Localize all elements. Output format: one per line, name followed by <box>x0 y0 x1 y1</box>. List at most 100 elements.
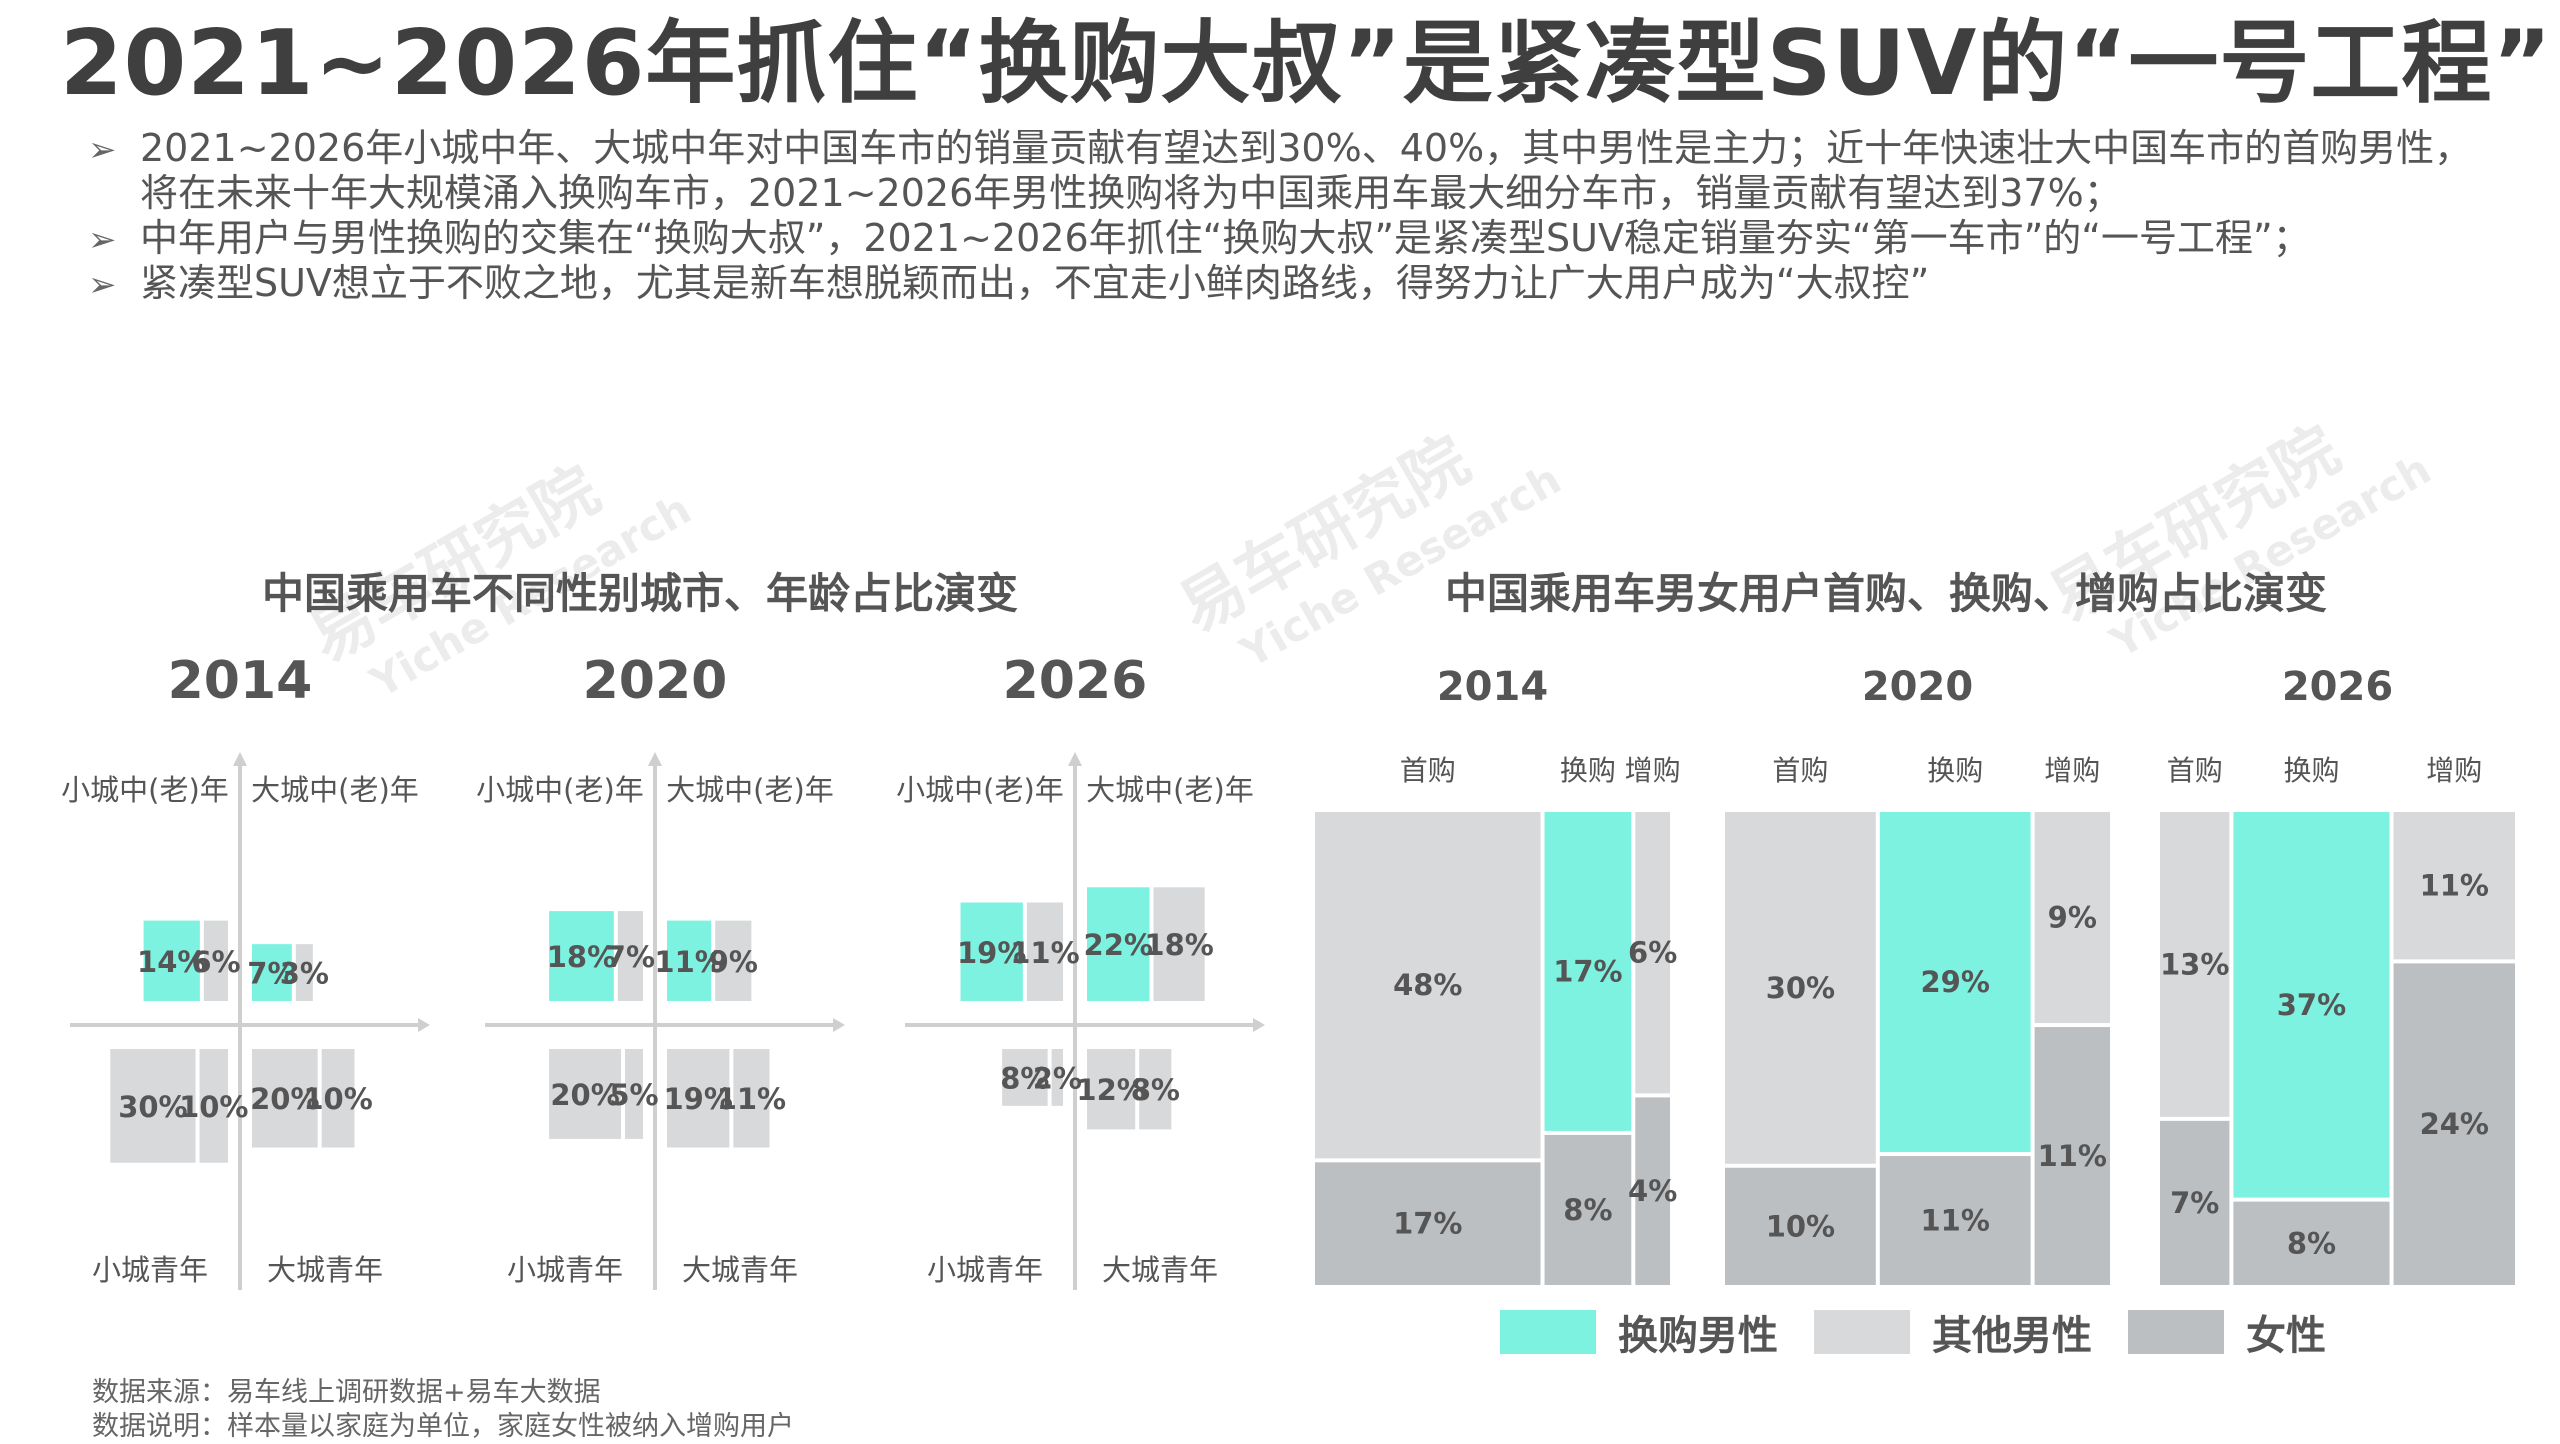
mekko-segment <box>1544 1134 1632 1285</box>
category-label: 增购 <box>2044 754 2100 787</box>
category-label: 增购 <box>2426 754 2482 787</box>
category-label: 首购 <box>1772 754 1828 787</box>
data-label: 9% <box>709 945 758 979</box>
bar-segment <box>1153 887 1205 1001</box>
mekko-segment <box>2160 1120 2230 1285</box>
data-label: 7% <box>2170 1186 2219 1220</box>
data-label: 20% <box>250 1082 319 1116</box>
bullet-item: ➢ 中年用户与男性换购的交集在“换购大叔”，2021~2026年抓住“换购大叔”… <box>88 216 2508 261</box>
data-label: 29% <box>1920 965 1989 999</box>
bullet-item: ➢ 紧凑型SUV想立于不败之地，尤其是新车想脱颖而出，不宜走小鲜肉路线，得努力让… <box>88 261 2508 306</box>
data-label: 11% <box>717 1082 786 1116</box>
data-label: 22% <box>1084 928 1153 962</box>
data-label: 11% <box>1010 936 1079 970</box>
data-label: 5% <box>609 1078 658 1112</box>
data-label: 3% <box>280 957 329 991</box>
x-axis-arrow-icon <box>418 1018 430 1032</box>
data-label: 9% <box>2048 901 2097 935</box>
legend-label: 其他男性 <box>1932 1313 2092 1359</box>
category-label: 首购 <box>2167 754 2223 787</box>
data-label: 7% <box>606 940 655 974</box>
bar-segment <box>549 911 614 1001</box>
legend-label: 女性 <box>2246 1313 2326 1359</box>
data-label: 8% <box>1000 1061 1049 1095</box>
mekko-segment <box>1879 1156 2031 1285</box>
mekko-segment <box>1879 812 2031 1153</box>
right-chart-title: 中国乘用车男女用户首购、换购、增购占比演变 <box>1445 569 2328 618</box>
bar-segment <box>203 920 228 1001</box>
page-title: 2021~2026年抓住“换购大叔”是紧凑型SUV的“一号工程” <box>60 11 2553 116</box>
legend-item: 其他男性 <box>1814 1303 2092 1361</box>
bar-segment <box>143 920 200 1001</box>
mekko-segment <box>1725 1167 1876 1285</box>
data-label: 10% <box>303 1082 372 1116</box>
mekko-segment <box>2160 812 2230 1117</box>
data-label: 10% <box>179 1090 248 1124</box>
data-label: 11% <box>1920 1204 1989 1238</box>
legend-swatch-other-male <box>1814 1310 1910 1354</box>
quadrant-label: 大城中(老)年 <box>251 773 419 807</box>
data-label: 30% <box>118 1090 187 1124</box>
bar-segment <box>667 1049 730 1148</box>
bar-segment <box>667 920 712 1001</box>
quadrant-label: 大城中(老)年 <box>666 773 834 807</box>
bar-segment <box>733 1049 770 1148</box>
data-label: 13% <box>2160 947 2229 981</box>
arrow-bullet-icon: ➢ <box>88 265 117 305</box>
legend-swatch-female <box>2128 1310 2224 1354</box>
bar-segment <box>617 911 643 1001</box>
bar-segment <box>1139 1049 1172 1130</box>
data-source-note: 数据来源：易车线上调研数据+易车大数据 <box>92 1377 601 1408</box>
year-label: 2026 <box>2282 664 2393 710</box>
mekko-segment <box>2393 963 2515 1285</box>
mekko-segment <box>1315 812 1541 1159</box>
data-label: 8% <box>2287 1226 2336 1260</box>
data-label: 11% <box>2038 1139 2107 1173</box>
year-label: 2020 <box>583 651 728 711</box>
bar-segment <box>1087 1049 1136 1130</box>
chart-legend: 换购男性 其他男性 女性 <box>1500 1308 2362 1359</box>
bar-segment <box>549 1049 622 1139</box>
source-notes: 数据来源：易车线上调研数据+易车大数据 数据说明：样本量以家庭为单位，家庭女性被… <box>92 1376 794 1444</box>
quadrant-label: 大城中(老)年 <box>1086 773 1254 807</box>
category-label: 换购 <box>1927 754 1983 787</box>
bar-segment <box>199 1049 228 1163</box>
quadrant-label: 小城中(老)年 <box>476 773 644 807</box>
data-label: 30% <box>1766 971 1835 1005</box>
data-label: 19% <box>663 1082 732 1116</box>
quadrant-label: 小城中(老)年 <box>896 773 1064 807</box>
category-label: 换购 <box>2283 754 2339 787</box>
mekko-segment <box>1315 1162 1541 1285</box>
x-axis-arrow-icon <box>1253 1018 1265 1032</box>
mekko-segment <box>2233 812 2390 1198</box>
bullet-text: 2021~2026年小城中年、大城中年对中国车市的销量贡献有望达到30%、40%… <box>140 126 2473 215</box>
mekko-segment <box>2034 1027 2110 1285</box>
quadrant-label: 小城中(老)年 <box>61 773 229 807</box>
mekko-segment <box>1635 1097 1670 1285</box>
bar-segment <box>321 1049 355 1148</box>
bar-segment <box>625 1049 643 1139</box>
data-description-note: 数据说明：样本量以家庭为单位，家庭女性被纳入增购用户 <box>92 1411 794 1442</box>
bar-segment <box>252 944 292 1001</box>
y-axis-arrow-icon <box>1068 752 1082 766</box>
bar-segment <box>715 920 752 1001</box>
bullet-text: 紧凑型SUV想立于不败之地，尤其是新车想脱颖而出，不宜走小鲜肉路线，得努力让广大… <box>140 261 1930 305</box>
mekko-segment <box>1544 812 1632 1131</box>
data-label: 6% <box>1628 936 1677 970</box>
category-label: 首购 <box>1400 754 1456 787</box>
mekko-segment <box>2393 812 2515 960</box>
data-label: 11% <box>654 945 723 979</box>
bar-segment <box>252 1049 318 1148</box>
data-label: 19% <box>957 936 1026 970</box>
data-label: 4% <box>1628 1174 1677 1208</box>
year-label: 2026 <box>1003 651 1148 711</box>
bar-segment <box>960 902 1023 1001</box>
data-label: 12% <box>1076 1073 1145 1107</box>
data-label: 20% <box>550 1078 619 1112</box>
y-axis-arrow-icon <box>233 752 247 766</box>
bullet-list: ➢ 2021~2026年小城中年、大城中年对中国车市的销量贡献有望达到30%、4… <box>88 126 2508 306</box>
legend-item: 女性 <box>2128 1303 2326 1361</box>
data-label: 18% <box>1144 928 1213 962</box>
legend-label: 换购男性 <box>1618 1313 1778 1359</box>
